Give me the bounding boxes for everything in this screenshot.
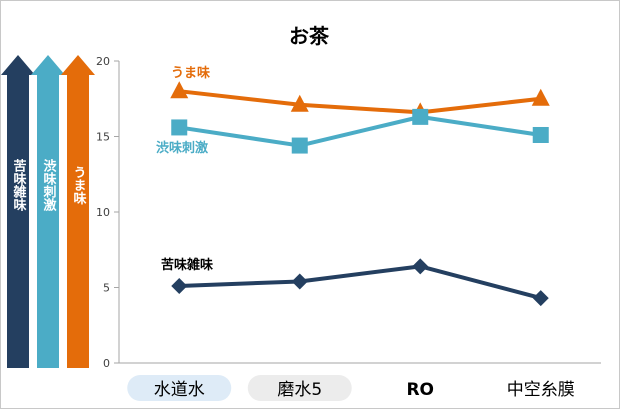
series-1-point (412, 108, 429, 125)
legend-arrow (31, 55, 65, 368)
x-category-label: 中空糸膜 (507, 380, 575, 400)
series-1-point (291, 137, 308, 154)
axes: 0 5 10 15 20 (96, 55, 601, 370)
category-label-background (247, 375, 352, 401)
y-tick-label: 10 (96, 206, 110, 219)
x-category-label: RO (406, 380, 434, 400)
series-name-label: うま味 (171, 65, 210, 81)
series-name-label: 苦味雑味 (161, 257, 213, 273)
chart-title: お茶 (289, 24, 330, 48)
category-label-backgrounds (127, 375, 352, 401)
legend-arrow (61, 55, 95, 368)
y-tick-label: 15 (96, 131, 110, 144)
series-2-point (171, 277, 188, 294)
series-1-line (178, 114, 542, 148)
legend-arrow-label: 苦味雑味 (11, 158, 28, 212)
category-label-background (127, 375, 232, 401)
y-tick-label: 5 (103, 282, 110, 295)
series-2-point (291, 273, 308, 290)
x-category-label: 水道水 (154, 380, 205, 400)
y-tick-label: 0 (103, 357, 110, 370)
series-2-point (412, 258, 429, 275)
legend-arrow (1, 55, 35, 368)
series-1-point (532, 126, 549, 143)
series-0-point (170, 81, 189, 99)
series-0-point (290, 94, 309, 112)
legend-arrows: 苦味雑味 渋味刺激 うま味 (1, 55, 95, 368)
x-category-label: 磨水5 (277, 380, 322, 400)
y-tick-label: 20 (96, 55, 110, 68)
series-name-label: 渋味刺激 (156, 140, 209, 156)
series-2-line (179, 264, 542, 301)
legend-arrow-label: 渋味刺激 (41, 158, 57, 212)
series-group (170, 81, 550, 307)
series-0-line (179, 89, 541, 115)
series-1-point (171, 119, 188, 136)
legend-arrow-label: うま味 (71, 166, 87, 206)
series-2-point (532, 290, 549, 307)
series-0-point (531, 88, 550, 106)
